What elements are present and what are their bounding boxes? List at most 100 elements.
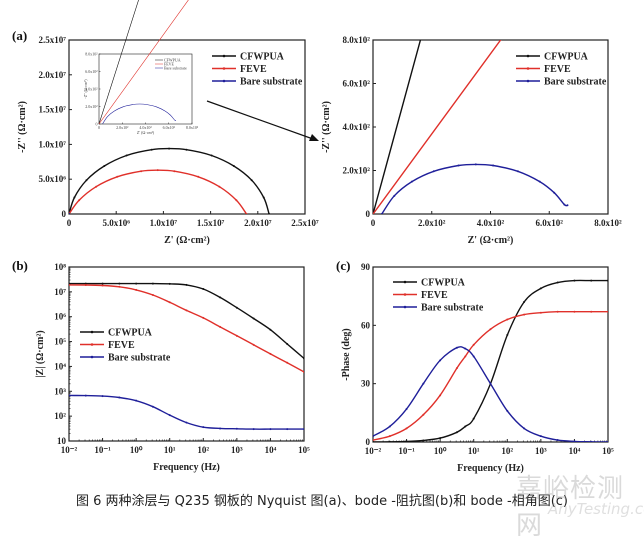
data-point xyxy=(590,440,593,442)
data-point xyxy=(150,148,153,151)
x-tick-label: 10⁻¹ xyxy=(398,446,415,456)
data-point xyxy=(457,164,460,167)
y-tick-label: 2.0x10² xyxy=(343,166,371,176)
data-point xyxy=(218,185,221,188)
series-group xyxy=(373,279,608,442)
data-point xyxy=(202,288,205,291)
x-tick-label: 2.0x10⁷ xyxy=(244,218,272,228)
y-tick-label: 10² xyxy=(54,411,66,421)
x-axis-label: Frequency (Hz) xyxy=(457,463,524,474)
data-point xyxy=(492,164,495,167)
inset-legend-label: FEVE xyxy=(164,61,175,66)
data-point xyxy=(464,355,467,358)
x-tick-label: 0 xyxy=(371,218,376,228)
data-point xyxy=(168,282,171,285)
legend-label: FEVE xyxy=(240,64,267,75)
legend-label: Bare substrate xyxy=(544,77,607,88)
data-point xyxy=(151,405,154,408)
plot-frame xyxy=(68,266,305,442)
inset-chart: 0 2.0x10² 4.0x10² 6.0x10² 8.0x10²02.0x10²4.0… xyxy=(83,0,199,135)
data-point xyxy=(303,428,304,431)
data-point xyxy=(252,317,255,320)
x-tick-label: 10⁻² xyxy=(365,446,382,456)
y-tick-label: 0 xyxy=(366,437,371,447)
legend-label: FEVE xyxy=(421,290,448,301)
x-tick-label: 10¹ xyxy=(164,445,176,455)
panel-label: (c) xyxy=(336,258,350,273)
data-point xyxy=(556,439,559,442)
data-point xyxy=(69,283,70,286)
data-point xyxy=(573,279,576,282)
y-tick-label: 10⁵ xyxy=(54,337,66,347)
x-tick-label: 1.5x10⁷ xyxy=(197,218,225,228)
legend-marker xyxy=(90,330,94,334)
data-point xyxy=(118,285,121,288)
data-point xyxy=(373,213,374,214)
figure: 0 5.0x10⁶ 1.0x10⁷ 1.5x10⁷ 2.0x10⁷ 2.5x10⁷ 0 5.0… xyxy=(12,0,644,474)
x-tick-label: 8.0x10² xyxy=(594,218,622,228)
data-point xyxy=(590,279,593,282)
data-point xyxy=(118,282,121,285)
data-point xyxy=(539,311,542,314)
data-point xyxy=(168,414,171,417)
data-point xyxy=(118,396,121,399)
x-tick-label: 10⁴ xyxy=(569,446,581,456)
series-line xyxy=(102,103,177,125)
y-tick-label: 10⁶ xyxy=(54,312,66,322)
legend-label: CFWPUA xyxy=(108,328,153,339)
data-point xyxy=(101,284,104,287)
data-point xyxy=(269,328,272,331)
inset-legend-label: Bare substrate xyxy=(164,65,187,70)
y-axis-label: |Z| (Ω·cm²) xyxy=(35,330,46,377)
series-feve xyxy=(373,0,644,214)
data-point xyxy=(95,185,98,188)
y-tick-label: 10 xyxy=(57,436,67,446)
y-axis-label: -Z'' (Ω·cm²) xyxy=(321,101,332,153)
x-tick-label: 10⁻¹ xyxy=(94,445,111,455)
y-tick-label: 60 xyxy=(361,320,371,330)
data-point xyxy=(210,154,213,157)
plot-frame xyxy=(372,266,609,443)
series-group xyxy=(69,282,304,431)
data-point xyxy=(607,441,608,442)
data-point xyxy=(506,409,509,412)
y-tick-label: 2.5x10⁷ xyxy=(39,35,67,45)
series-group xyxy=(373,0,644,214)
y-axis-label: -Phase (deg) xyxy=(341,328,352,381)
data-point xyxy=(252,343,255,346)
data-point xyxy=(422,439,425,442)
data-point xyxy=(464,425,467,428)
x-tick-label: 10⁰ xyxy=(434,446,447,456)
data-point xyxy=(219,325,222,328)
legend-label: Bare substrate xyxy=(421,303,484,314)
data-point xyxy=(393,194,396,197)
y-axis-label: -Z'' (Ω·cm²) xyxy=(17,101,28,153)
data-point xyxy=(84,282,87,285)
y-tick-label: 4.0x10² xyxy=(343,122,371,132)
data-point xyxy=(388,435,391,438)
data-point xyxy=(185,421,188,424)
data-point xyxy=(185,309,188,312)
watermark-sub: AnyTesting.com xyxy=(548,500,644,518)
data-point xyxy=(173,170,176,173)
data-point xyxy=(69,213,71,214)
y-axis-label: -Z'' (Ω·cm²) xyxy=(83,79,88,99)
legend-marker xyxy=(526,54,530,58)
x-axis-label: Frequency (Hz) xyxy=(153,462,220,473)
data-point xyxy=(269,352,272,355)
x-tick-label: 0 xyxy=(67,218,72,228)
x-tick-label: 8.0x10² xyxy=(186,125,199,130)
plot-frame xyxy=(372,39,609,215)
data-point xyxy=(455,431,458,434)
data-point xyxy=(69,394,70,397)
data-point xyxy=(303,357,304,360)
y-tick-label: 10³ xyxy=(54,386,66,396)
series-line xyxy=(373,346,608,442)
legend-marker xyxy=(526,67,530,70)
x-tick-label: 4.0x10² xyxy=(139,125,152,130)
data-point xyxy=(432,170,435,173)
data-point xyxy=(474,163,477,166)
y-tick-label: 0 xyxy=(366,209,371,219)
data-point xyxy=(455,346,458,349)
data-point xyxy=(422,413,425,416)
